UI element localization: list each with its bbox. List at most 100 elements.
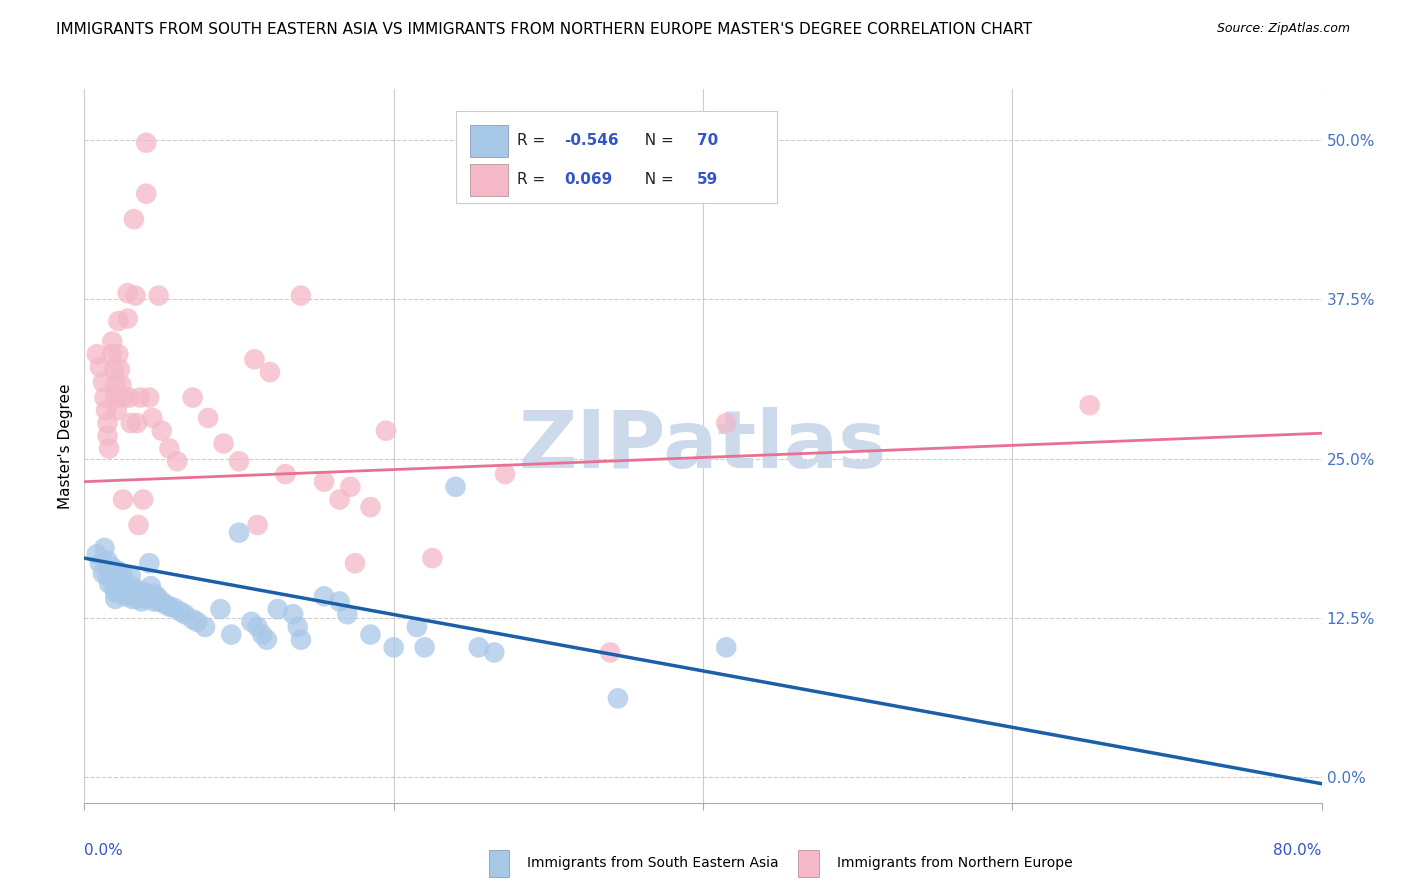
Point xyxy=(89,556,111,570)
Point xyxy=(86,547,108,561)
Point xyxy=(240,615,263,629)
Point xyxy=(91,376,114,390)
Point xyxy=(413,640,436,655)
Point xyxy=(714,416,737,430)
Point xyxy=(110,377,132,392)
Point xyxy=(108,362,131,376)
Point xyxy=(112,391,135,405)
Point xyxy=(290,632,312,647)
FancyBboxPatch shape xyxy=(471,125,508,157)
FancyBboxPatch shape xyxy=(456,111,778,203)
Point xyxy=(141,411,163,425)
Point xyxy=(129,391,152,405)
Point xyxy=(117,286,139,301)
Point xyxy=(148,288,170,302)
Point xyxy=(103,579,125,593)
Point xyxy=(209,602,232,616)
Point xyxy=(104,391,127,405)
Text: 80.0%: 80.0% xyxy=(1274,843,1322,858)
Point xyxy=(312,475,335,489)
Point xyxy=(118,391,141,405)
Point xyxy=(96,416,118,430)
Point xyxy=(108,579,131,593)
Point xyxy=(339,480,361,494)
Text: R =: R = xyxy=(517,172,555,187)
Point xyxy=(93,541,115,555)
Point xyxy=(146,590,169,604)
Point xyxy=(287,620,309,634)
Point xyxy=(131,594,153,608)
Text: -0.546: -0.546 xyxy=(564,133,619,148)
Point xyxy=(134,585,156,599)
Point xyxy=(246,518,269,533)
Point xyxy=(599,645,621,659)
Text: 0.069: 0.069 xyxy=(564,172,613,187)
Point xyxy=(194,620,217,634)
Point xyxy=(328,492,352,507)
Point xyxy=(181,612,204,626)
Point xyxy=(312,590,335,604)
Point xyxy=(96,554,118,568)
Point xyxy=(246,620,269,634)
Point xyxy=(120,416,142,430)
Point xyxy=(243,352,266,367)
Point xyxy=(122,212,145,227)
Point xyxy=(135,591,157,606)
Point xyxy=(328,594,352,608)
Text: R =: R = xyxy=(517,133,551,148)
Point xyxy=(219,627,242,641)
Point xyxy=(281,607,305,622)
Point xyxy=(290,288,312,302)
Point xyxy=(212,436,235,450)
Point xyxy=(117,587,139,601)
Point xyxy=(138,556,160,570)
Point xyxy=(135,136,157,150)
Point xyxy=(125,591,148,606)
Point xyxy=(101,560,124,574)
Text: 0.0%: 0.0% xyxy=(84,843,124,858)
Point xyxy=(444,480,467,494)
Text: Source: ZipAtlas.com: Source: ZipAtlas.com xyxy=(1216,22,1350,36)
Text: 59: 59 xyxy=(697,172,718,187)
Point xyxy=(121,585,143,599)
Point xyxy=(150,424,173,438)
Point xyxy=(107,314,129,328)
Point xyxy=(93,391,115,405)
Point xyxy=(228,525,250,540)
Point xyxy=(360,627,382,641)
Point xyxy=(159,599,180,614)
Point xyxy=(125,416,148,430)
Point xyxy=(104,591,127,606)
Point xyxy=(150,594,173,608)
Point xyxy=(714,640,737,655)
Point xyxy=(120,569,142,583)
Point xyxy=(124,582,146,596)
Point xyxy=(132,492,155,507)
Point xyxy=(228,454,250,468)
Point xyxy=(104,377,127,392)
Point xyxy=(274,467,297,481)
Point xyxy=(494,467,516,481)
Point xyxy=(114,582,136,596)
Point xyxy=(135,186,157,201)
Point xyxy=(107,564,129,578)
Text: Immigrants from South Eastern Asia: Immigrants from South Eastern Asia xyxy=(527,856,779,871)
Point xyxy=(101,347,124,361)
Point xyxy=(96,569,118,583)
Point xyxy=(114,590,136,604)
Text: Immigrants from Northern Europe: Immigrants from Northern Europe xyxy=(837,856,1073,871)
Text: IMMIGRANTS FROM SOUTH EASTERN ASIA VS IMMIGRANTS FROM NORTHERN EUROPE MASTER'S D: IMMIGRANTS FROM SOUTH EASTERN ASIA VS IM… xyxy=(56,22,1032,37)
Point xyxy=(467,640,491,655)
Point xyxy=(166,454,188,468)
Point xyxy=(343,556,366,570)
Point xyxy=(153,597,176,611)
Point xyxy=(267,602,290,616)
Point xyxy=(197,411,219,425)
Point xyxy=(159,442,180,456)
Point xyxy=(163,600,186,615)
Point xyxy=(484,645,506,659)
Point xyxy=(139,579,162,593)
Point xyxy=(405,620,427,634)
Point xyxy=(129,584,152,599)
Point xyxy=(104,585,127,599)
